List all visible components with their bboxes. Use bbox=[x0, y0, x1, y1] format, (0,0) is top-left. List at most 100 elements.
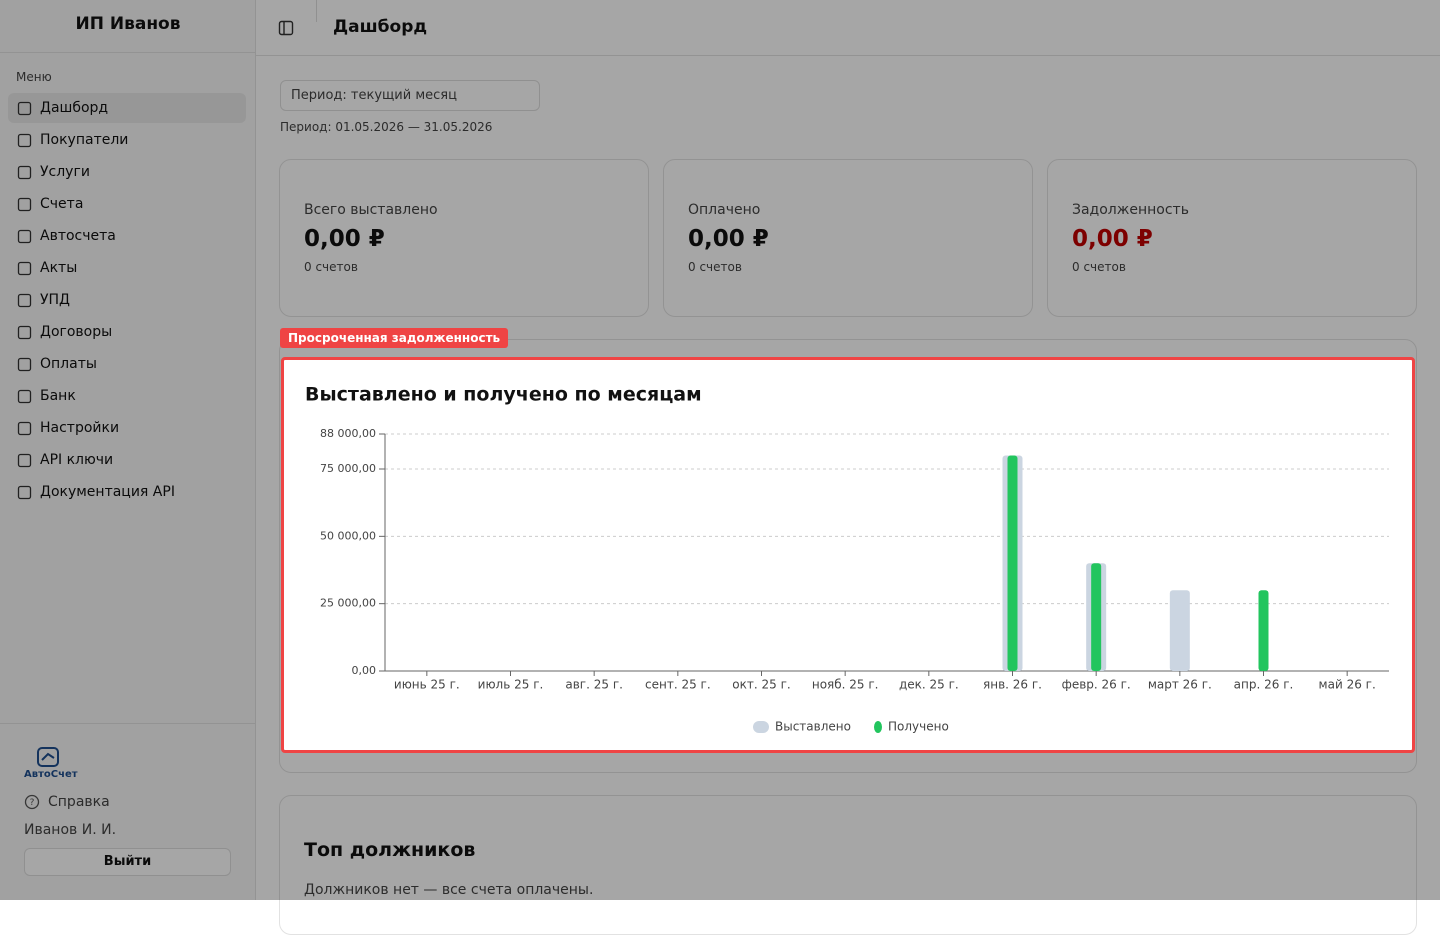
menu-item[interactable]: Услуги bbox=[8, 157, 246, 187]
divider bbox=[0, 723, 256, 724]
menu-icon bbox=[17, 293, 32, 308]
stat-card: Оплачено 0,00 ₽ 0 счетов bbox=[663, 159, 1033, 317]
menu-item[interactable]: Настройки bbox=[8, 413, 246, 443]
logout-button[interactable]: Выйти bbox=[24, 848, 231, 876]
icon-shape bbox=[17, 133, 32, 148]
x-tick-label: дек. 25 г. bbox=[899, 678, 959, 692]
icon-shape bbox=[17, 293, 32, 308]
x-tick-label: янв. 26 г. bbox=[983, 678, 1042, 692]
x-tick-label: февр. 26 г. bbox=[1062, 678, 1131, 692]
user-name: Иванов И. И. bbox=[24, 822, 117, 838]
stat-count: 0 счетов bbox=[688, 260, 742, 274]
legend-swatch bbox=[753, 721, 769, 733]
menu-item[interactable]: Документация API bbox=[8, 477, 246, 507]
stat-label: Оплачено bbox=[688, 202, 761, 218]
menu-item[interactable]: Договоры bbox=[8, 317, 246, 347]
logo-icon bbox=[37, 747, 59, 767]
x-tick-label: март 26 г. bbox=[1148, 678, 1212, 692]
menu-item-label: Оплаты bbox=[40, 356, 97, 372]
legend-label: Выставлено bbox=[775, 720, 851, 734]
icon-shape bbox=[17, 485, 32, 500]
chart-title: Выставлено и получено по месяцам bbox=[305, 384, 702, 406]
menu-item[interactable]: Акты bbox=[8, 253, 246, 283]
legend-label: Получено bbox=[888, 720, 949, 734]
menu-item[interactable]: Банк bbox=[8, 381, 246, 411]
icon-shape bbox=[17, 325, 32, 340]
stat-card: Задолженность 0,00 ₽ 0 счетов bbox=[1047, 159, 1417, 317]
bar bbox=[1258, 590, 1269, 671]
stat-value: 0,00 ₽ bbox=[688, 226, 769, 252]
chart: Выставлено и получено по месяцам 0,00 25 … bbox=[305, 384, 1389, 734]
menu-icon bbox=[17, 133, 32, 148]
menu-icon bbox=[17, 197, 32, 212]
menu-item[interactable]: Счета bbox=[8, 189, 246, 219]
menu-item-label: API ключи bbox=[40, 452, 114, 468]
menu-item-label: Договоры bbox=[40, 324, 113, 340]
menu-item-label: Услуги bbox=[40, 164, 90, 180]
x-tick-label: апр. 26 г. bbox=[1234, 678, 1294, 692]
menu-item[interactable]: Оплаты bbox=[8, 349, 246, 379]
period-select[interactable]: Период: текущий месяц bbox=[280, 80, 540, 111]
icon-shape bbox=[17, 453, 32, 468]
icon-shape bbox=[17, 421, 32, 436]
debtors-title: Топ должников bbox=[304, 839, 476, 861]
menu-item[interactable]: УПД bbox=[8, 285, 246, 315]
menu-item-label: Документация API bbox=[40, 484, 175, 500]
menu-icon bbox=[17, 421, 32, 436]
stat-card: Всего выставлено 0,00 ₽ 0 счетов bbox=[279, 159, 649, 317]
menu-icon bbox=[17, 453, 32, 468]
divider bbox=[256, 55, 1440, 56]
menu-icon bbox=[17, 485, 32, 500]
y-tick-label: 50 000,00 bbox=[320, 529, 376, 542]
x-tick-label: июль 25 г. bbox=[478, 678, 544, 692]
x-tick-label: июнь 25 г. bbox=[394, 678, 460, 692]
brand: ИП Иванов bbox=[75, 14, 181, 34]
menu-item-label: Настройки bbox=[40, 420, 120, 436]
stat-count: 0 счетов bbox=[1072, 260, 1126, 274]
menu-item-label: Дашборд bbox=[40, 100, 109, 116]
icon-shape bbox=[17, 357, 32, 372]
bar bbox=[1007, 455, 1018, 671]
menu-icon bbox=[17, 229, 32, 244]
x-tick-label: сент. 25 г. bbox=[645, 678, 711, 692]
sidebar-toggle[interactable] bbox=[278, 20, 294, 36]
divider bbox=[316, 0, 317, 22]
menu-item-label: Акты bbox=[40, 260, 78, 276]
menu-item-label: Счета bbox=[40, 196, 84, 212]
sidebar: ИП Иванов Меню Дашборд Покупатели Услуги Сч… bbox=[0, 0, 256, 900]
icon-shape bbox=[17, 229, 32, 244]
icon-shape bbox=[17, 165, 32, 180]
menu-item[interactable]: Автосчета bbox=[8, 221, 246, 251]
menu-icon bbox=[17, 261, 32, 276]
menu-item-label: Автосчета bbox=[40, 228, 116, 244]
y-tick-label: 25 000,00 bbox=[320, 597, 376, 610]
icon-shape bbox=[17, 197, 32, 212]
menu-item[interactable]: Покупатели bbox=[8, 125, 246, 155]
logo-text: АвтоСчет bbox=[24, 769, 78, 780]
menu-item-label: Банк bbox=[40, 388, 76, 404]
stat-count: 0 счетов bbox=[304, 260, 358, 274]
y-tick-label: 75 000,00 bbox=[320, 462, 376, 475]
icon-shape bbox=[17, 101, 32, 116]
icon-shape bbox=[17, 261, 32, 276]
menu-item[interactable]: Дашборд bbox=[8, 93, 246, 123]
menu-item-label: УПД bbox=[40, 292, 70, 308]
bar bbox=[1169, 590, 1190, 671]
legend-swatch bbox=[874, 721, 882, 733]
menu-item[interactable]: API ключи bbox=[8, 445, 246, 475]
debtors-empty: Должников нет — все счета оплачены. bbox=[304, 882, 594, 898]
bar bbox=[1091, 563, 1102, 671]
menu-icon bbox=[17, 357, 32, 372]
y-tick-label: 88 000,00 bbox=[320, 427, 376, 440]
icon-shape bbox=[17, 389, 32, 404]
menu-icon bbox=[17, 165, 32, 180]
page-title: Дашборд bbox=[333, 17, 428, 37]
help-icon: ? bbox=[24, 794, 40, 810]
help-link[interactable]: Справка bbox=[48, 794, 110, 810]
period-range: Период: 01.05.2026 — 31.05.2026 bbox=[280, 120, 493, 134]
x-tick-label: май 26 г. bbox=[1319, 678, 1376, 692]
stat-label: Всего выставлено bbox=[304, 202, 438, 218]
x-tick-label: авг. 25 г. bbox=[565, 678, 623, 692]
x-tick-label: нояб. 25 г. bbox=[812, 678, 879, 692]
